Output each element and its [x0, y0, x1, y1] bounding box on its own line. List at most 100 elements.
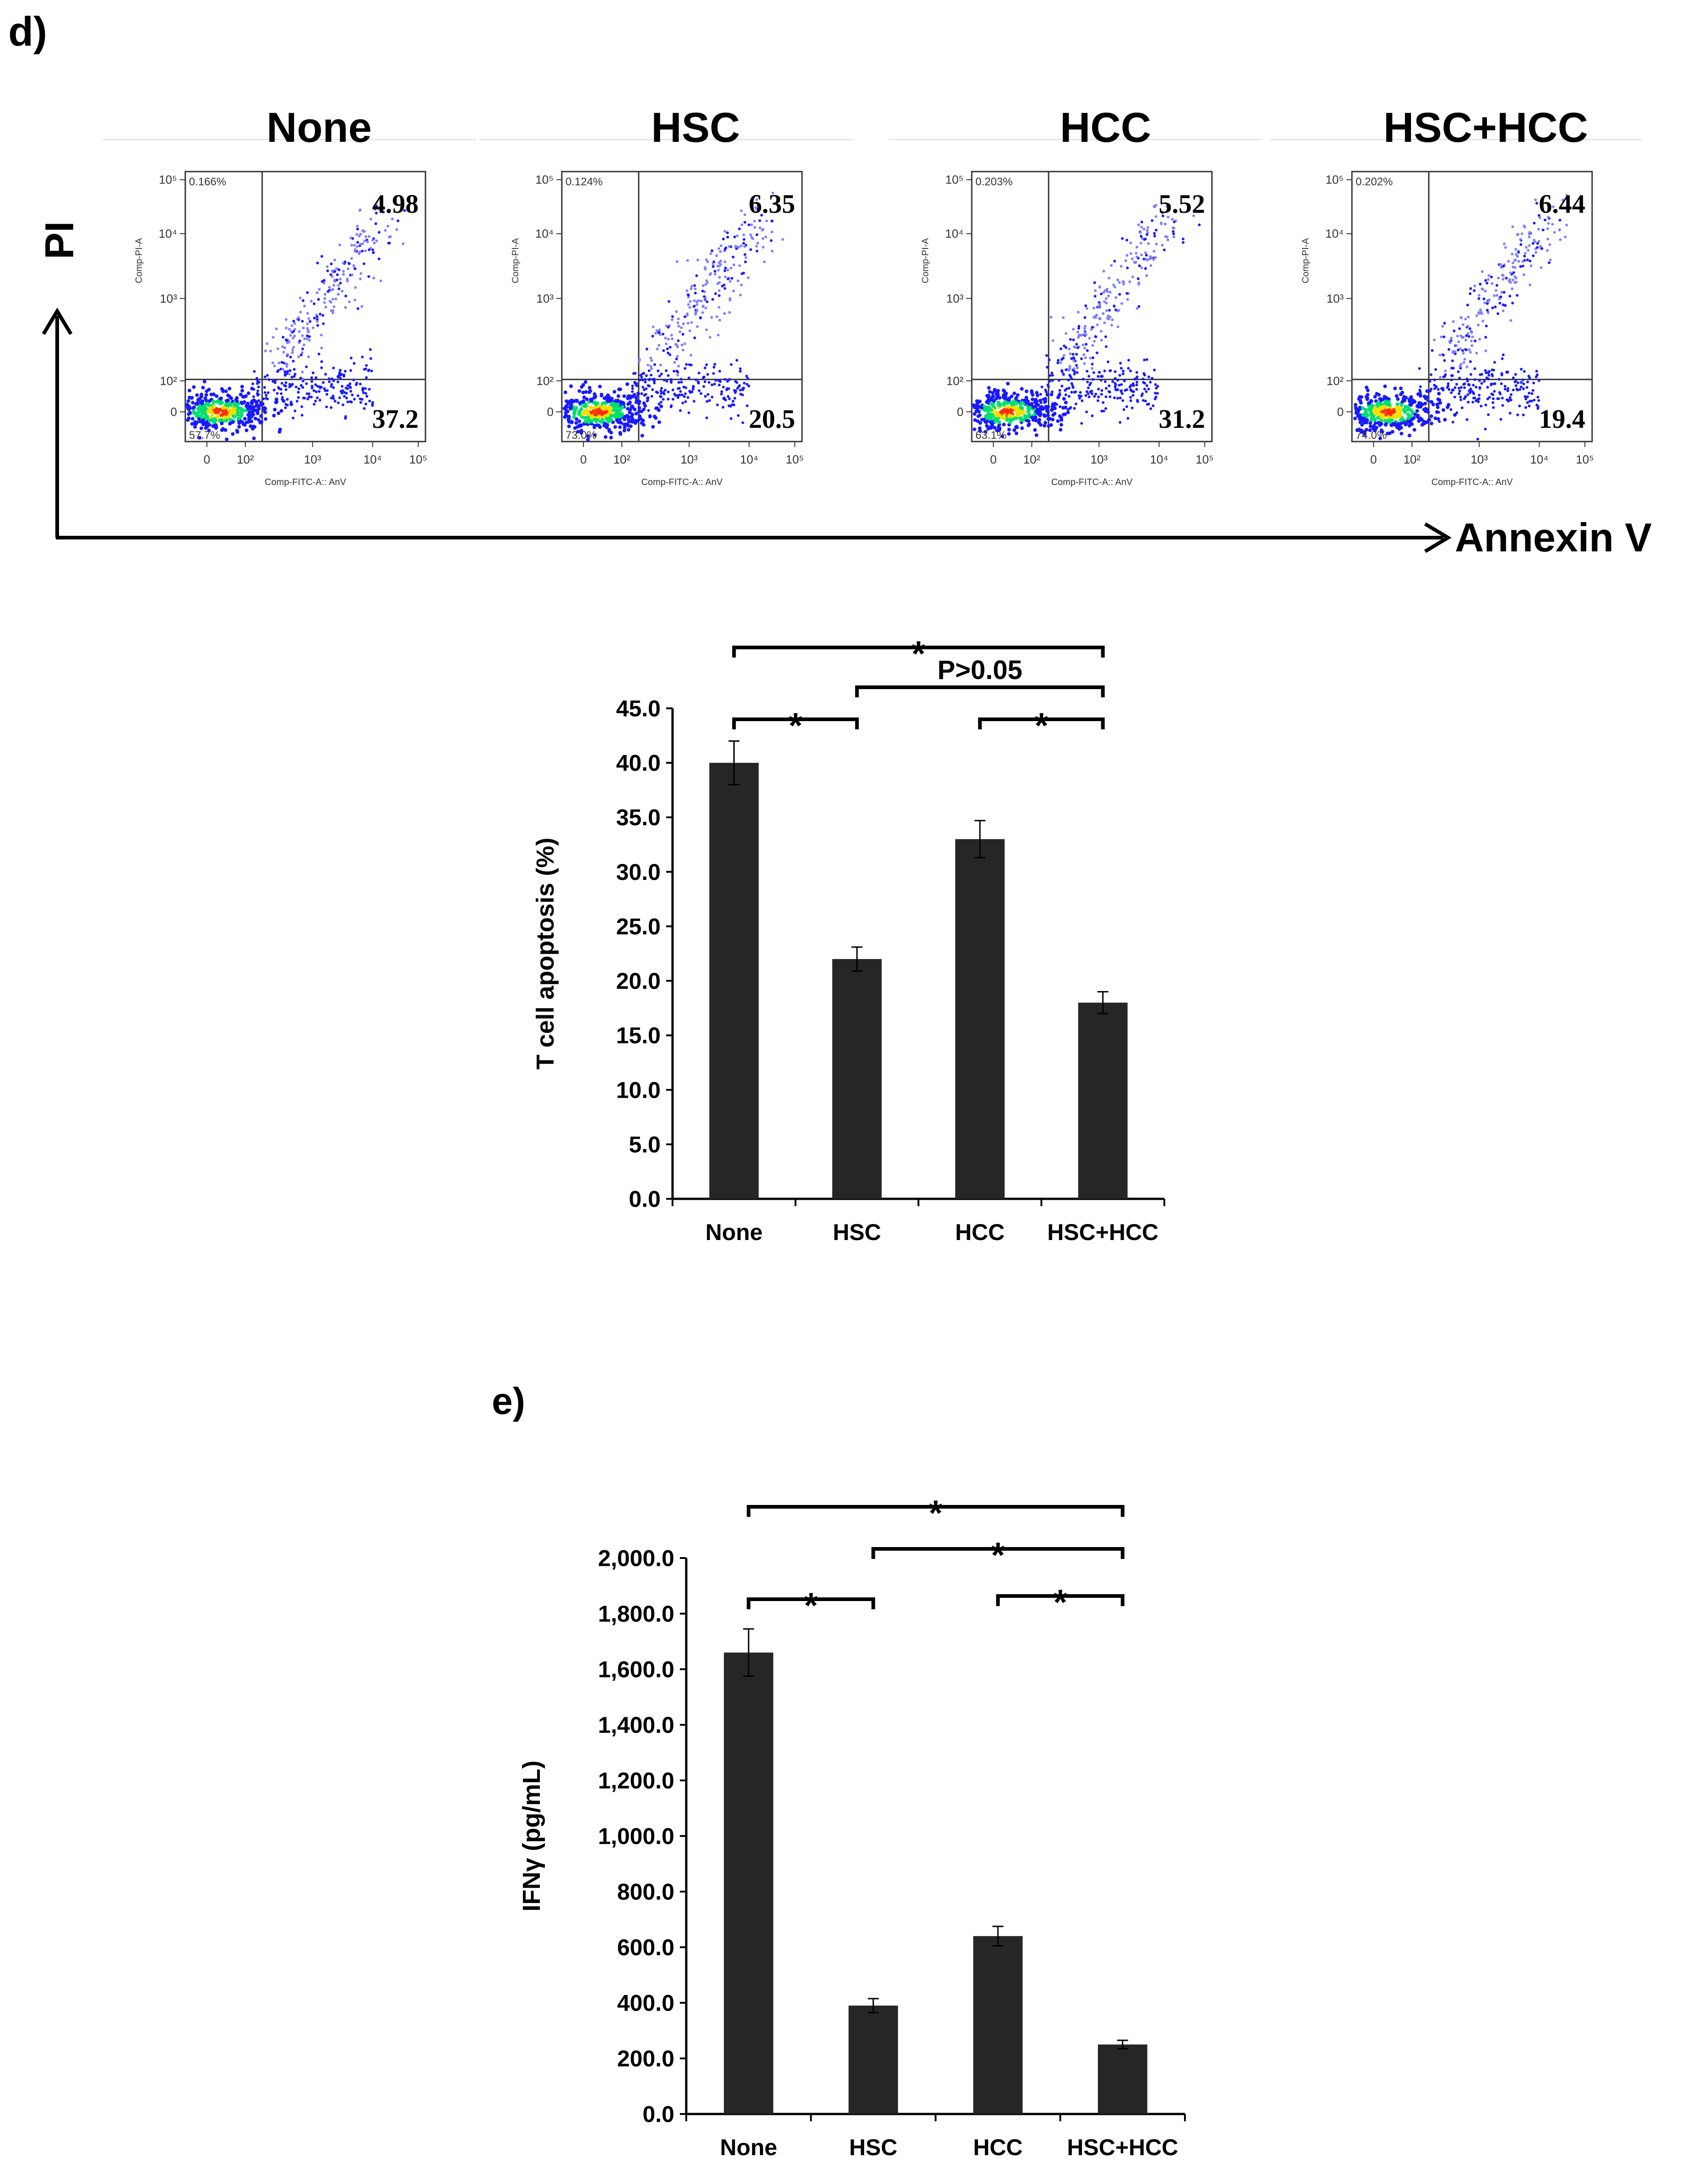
cell-dot-late — [1459, 367, 1462, 370]
cell-dot-early — [1437, 388, 1440, 391]
cell-dot-main — [1033, 400, 1037, 404]
cell-dot-late — [1059, 361, 1062, 364]
cell-dot-late — [697, 299, 700, 302]
cell-dot-late — [1117, 309, 1120, 312]
cell-dot-late — [389, 235, 392, 238]
cell-dot-early — [1528, 404, 1531, 408]
x-tick-label: 10³ — [1470, 453, 1488, 466]
cell-dot-late — [1076, 367, 1079, 369]
cell-dot-late — [1072, 328, 1075, 331]
cell-dot-early — [1453, 386, 1457, 389]
cell-dot-early — [1044, 388, 1047, 392]
cell-dot-main — [1386, 415, 1390, 419]
cell-dot-early — [1120, 390, 1123, 393]
cell-dot-main — [227, 412, 231, 416]
cell-dot-late — [1113, 305, 1116, 308]
cell-dot-main — [206, 410, 210, 414]
cell-dot-main — [1369, 411, 1373, 415]
cell-dot-early — [1521, 378, 1524, 382]
cell-dot-early — [633, 381, 636, 384]
cell-dot-early — [1091, 362, 1094, 366]
cell-dot-late — [303, 304, 306, 307]
cell-dot-late — [374, 222, 377, 225]
cell-dot-main — [211, 399, 215, 404]
cell-dot-late — [723, 269, 727, 272]
cell-dot-late — [686, 322, 689, 325]
cell-dot-late — [1116, 325, 1120, 329]
cell-dot-early — [659, 395, 662, 399]
cell-dot-late — [1107, 314, 1110, 318]
cell-dot-early — [1458, 377, 1461, 380]
cell-dot-main — [207, 428, 211, 432]
cell-dot-early — [646, 397, 650, 400]
quadrant-lower-left: 73.0% — [565, 429, 597, 442]
cell-dot-late — [654, 332, 657, 335]
cell-dot-late — [722, 237, 725, 241]
cell-dot-late — [364, 235, 367, 238]
cell-dot-early — [1478, 387, 1481, 390]
cell-dot-late — [1099, 330, 1103, 333]
cell-dot-late — [316, 291, 319, 294]
cell-dot-late — [266, 374, 269, 377]
cell-dot-early — [1120, 392, 1124, 395]
cell-dot-main — [245, 404, 249, 408]
cell-dot-main — [273, 408, 277, 412]
cell-dot-early — [312, 403, 316, 406]
cell-dot-late — [331, 275, 334, 278]
cell-dot-early — [326, 389, 329, 392]
cell-dot-early — [1076, 371, 1079, 374]
x-tick-label: 10³ — [304, 453, 321, 466]
cell-dot-main — [1016, 393, 1020, 397]
cell-dot-early — [716, 403, 719, 406]
cell-dot-late — [677, 324, 680, 328]
cell-dot-main — [256, 410, 260, 414]
cell-dot-main — [1002, 401, 1006, 405]
cell-dot-early — [652, 377, 656, 381]
cell-dot-late — [667, 351, 670, 355]
cell-dot-main — [564, 413, 568, 417]
cell-dot-main — [582, 395, 586, 399]
cell-dot-main — [1395, 402, 1400, 406]
cell-dot-late — [1149, 264, 1152, 267]
cell-dot-late — [727, 277, 730, 280]
cell-dot-main — [1043, 421, 1047, 425]
cell-dot-early — [1463, 386, 1466, 389]
cell-dot-main — [276, 411, 280, 415]
cell-dot-main — [1039, 423, 1043, 427]
cell-dot-late — [1527, 249, 1530, 252]
cell-dot-late — [353, 298, 356, 302]
cell-dot-late — [1107, 318, 1110, 321]
cell-dot-early — [1514, 373, 1517, 376]
cell-dot-main — [623, 426, 627, 430]
cell-dot-late — [289, 334, 292, 337]
cell-dot-late — [1528, 244, 1531, 247]
cell-dot-late — [709, 273, 711, 276]
cell-dot-main — [239, 414, 243, 418]
cell-dot-main — [1400, 399, 1405, 404]
cell-dot-early — [667, 374, 670, 377]
cell-dot-main — [208, 419, 212, 423]
cell-dot-late — [1466, 303, 1469, 307]
cell-dot-late — [377, 231, 381, 234]
cell-dot-early — [1141, 399, 1145, 402]
cell-dot-late — [1479, 283, 1482, 286]
cell-dot-late — [718, 294, 721, 297]
cell-dot-late — [684, 315, 687, 318]
cell-dot-early — [1459, 395, 1462, 399]
cell-dot-early — [325, 393, 328, 396]
cell-dot-late — [1147, 242, 1150, 245]
cell-dot-main — [607, 429, 611, 433]
cell-dot-late — [1116, 278, 1120, 281]
cell-dot-late — [359, 208, 362, 211]
cell-dot-late — [355, 245, 359, 248]
cell-dot-main — [1358, 399, 1362, 403]
cell-dot-late — [1085, 343, 1088, 346]
cell-dot-late — [396, 219, 399, 222]
cell-dot-early — [1130, 389, 1133, 393]
cell-dot-late — [1100, 292, 1103, 296]
cell-dot-late — [1480, 312, 1483, 315]
cell-dot-late — [1442, 354, 1445, 357]
cell-dot-late — [1122, 283, 1125, 286]
cell-dot-early — [1450, 378, 1453, 382]
cell-dot-late — [1502, 278, 1505, 281]
